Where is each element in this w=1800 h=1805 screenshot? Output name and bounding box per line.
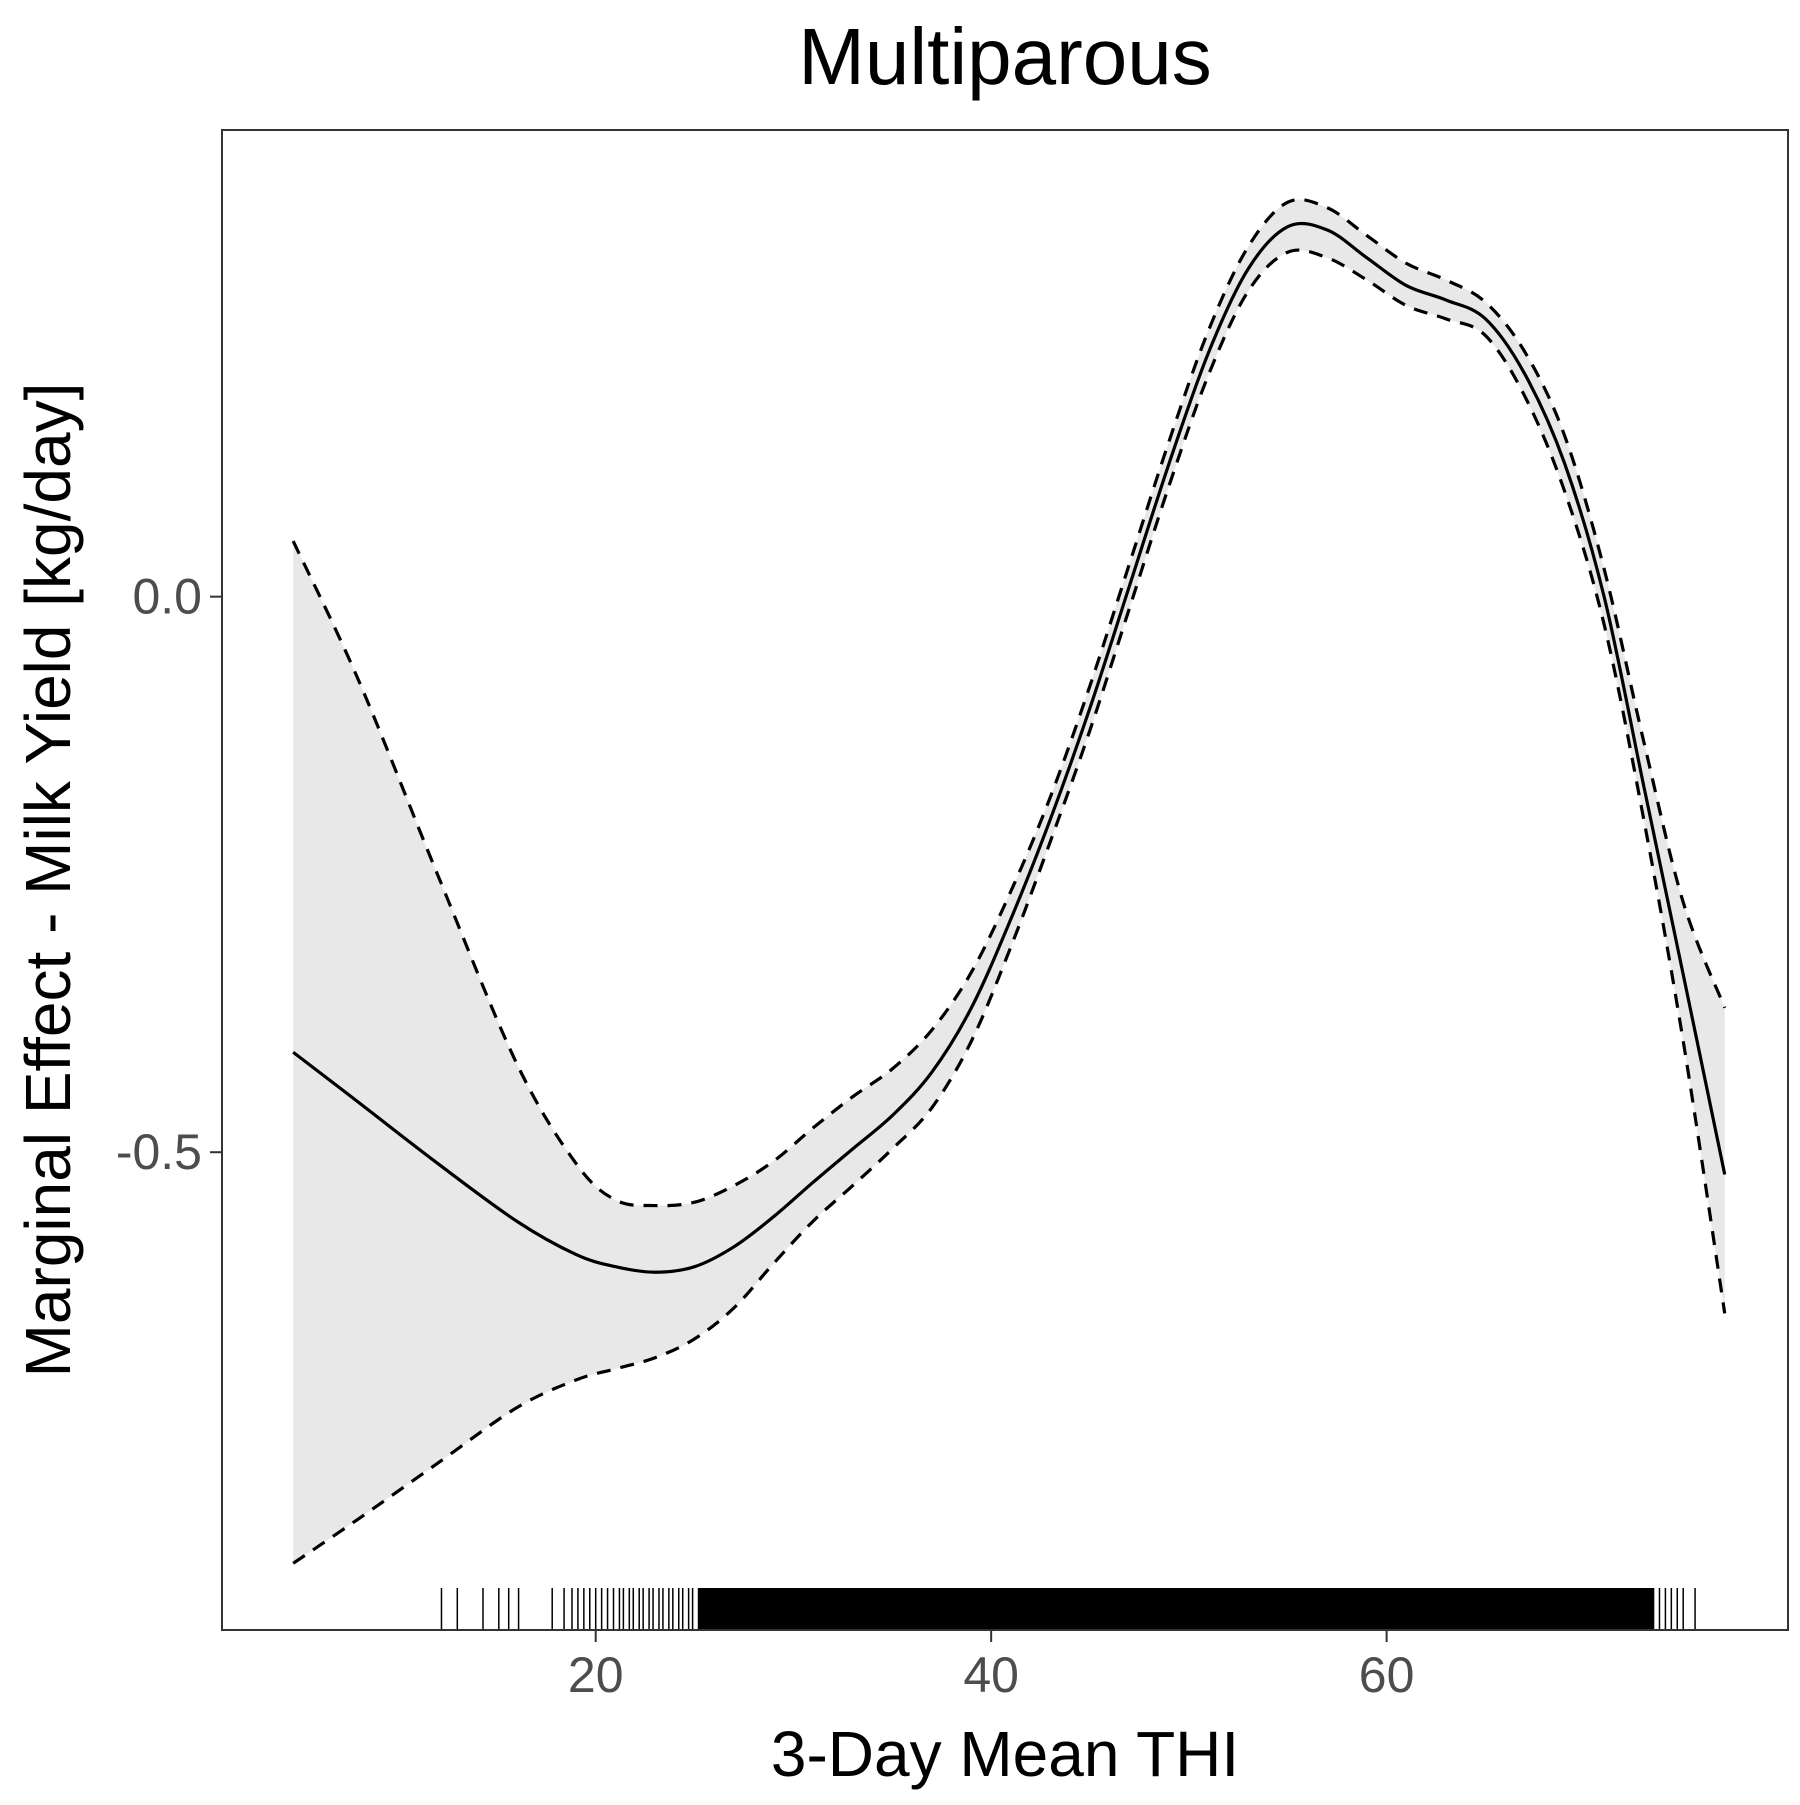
x-tick-label: 60 — [1359, 1647, 1415, 1703]
y-tick-label: -0.5 — [116, 1124, 202, 1180]
confidence-band — [293, 199, 1725, 1564]
x-tick-label: 20 — [568, 1647, 624, 1703]
plot-panel-border — [221, 129, 1789, 1631]
rug-dense-block — [698, 1588, 1654, 1630]
y-tick-label: 0.0 — [132, 569, 202, 625]
x-tick-label: 40 — [963, 1647, 1019, 1703]
estimate-line — [292, 221, 1727, 1274]
upper-ci-line — [291, 197, 1727, 1208]
lower-ci-line — [292, 248, 1727, 1565]
chart-title: Multiparous — [798, 12, 1212, 101]
x-axis-title: 3-Day Mean THI — [771, 1718, 1239, 1790]
y-axis-title: Marginal Effect - Milk Yield [kg/day] — [12, 383, 84, 1378]
